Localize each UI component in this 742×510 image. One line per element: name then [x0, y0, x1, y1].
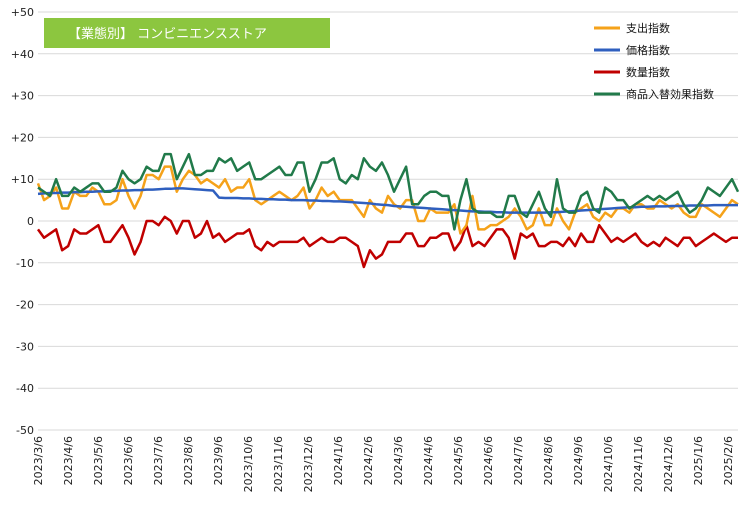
series-line-3 — [37, 152, 740, 231]
x-tick-label: 2025/1/6 — [692, 436, 705, 485]
y-tick-label: -30 — [16, 340, 34, 353]
series-line-2 — [36, 215, 738, 269]
y-axis-ticks: +50 +40 +30 +20 +10 0 -10 -20 -30 -40 -50 — [11, 6, 34, 437]
x-tick-label: 2024/1/6 — [332, 436, 345, 485]
x-tick-label: 2024/10/6 — [602, 436, 615, 492]
x-tick-label: 2023/10/6 — [242, 436, 255, 492]
x-tick-label: 2023/4/6 — [62, 436, 75, 485]
x-tick-label: 2023/3/6 — [32, 436, 45, 485]
x-tick-label: 2023/9/6 — [212, 436, 225, 485]
y-tick-label: -50 — [16, 424, 34, 437]
x-tick-label: 2024/6/6 — [482, 436, 495, 485]
x-tick-label: 2024/9/6 — [572, 436, 585, 485]
y-tick-label: +10 — [11, 173, 34, 186]
legend-label-0: 支出指数 — [626, 21, 670, 35]
x-axis-ticks: 2023/3/6 2023/4/6 2023/5/6 2023/6/6 2023/7/6… — [32, 436, 735, 492]
series-lines — [36, 152, 740, 269]
x-tick-label: 2023/5/6 — [92, 436, 105, 485]
chart-title-box: 【業態別】 コンビニエンスストア — [44, 18, 330, 48]
y-tick-label: +30 — [11, 90, 34, 103]
x-tick-label: 2024/5/6 — [452, 436, 465, 485]
x-tick-label: 2023/11/6 — [272, 436, 285, 492]
x-tick-label: 2023/8/6 — [182, 436, 195, 485]
legend-label-3: 商品入替効果指数 — [626, 87, 714, 101]
x-tick-label: 2024/2/6 — [362, 436, 375, 485]
legend-label-2: 数量指数 — [626, 65, 670, 79]
chart-title: 【業態別】 コンビニエンスストア — [68, 26, 267, 42]
y-tick-label: +20 — [11, 131, 34, 144]
x-tick-label: 2024/12/6 — [662, 436, 675, 492]
x-tick-label: 2024/7/6 — [512, 436, 525, 485]
y-tick-label: -10 — [16, 257, 34, 270]
x-tick-label: 2025/2/6 — [722, 436, 735, 485]
x-tick-label: 2024/3/6 — [392, 436, 405, 485]
y-tick-label: -20 — [16, 299, 34, 312]
x-tick-label: 2023/12/6 — [302, 436, 315, 492]
x-tick-label: 2023/7/6 — [152, 436, 165, 485]
y-tick-label: +50 — [11, 6, 34, 19]
y-tick-label: +40 — [11, 48, 34, 61]
series-line-1 — [37, 187, 738, 214]
y-tick-label: -40 — [16, 382, 34, 395]
x-tick-label: 2024/4/6 — [422, 436, 435, 485]
y-tick-label: 0 — [27, 215, 34, 228]
x-tick-label: 2024/8/6 — [542, 436, 555, 485]
x-tick-label: 2023/6/6 — [122, 436, 135, 485]
legend-label-1: 価格指数 — [626, 43, 670, 57]
x-tick-label: 2024/11/6 — [632, 436, 645, 492]
